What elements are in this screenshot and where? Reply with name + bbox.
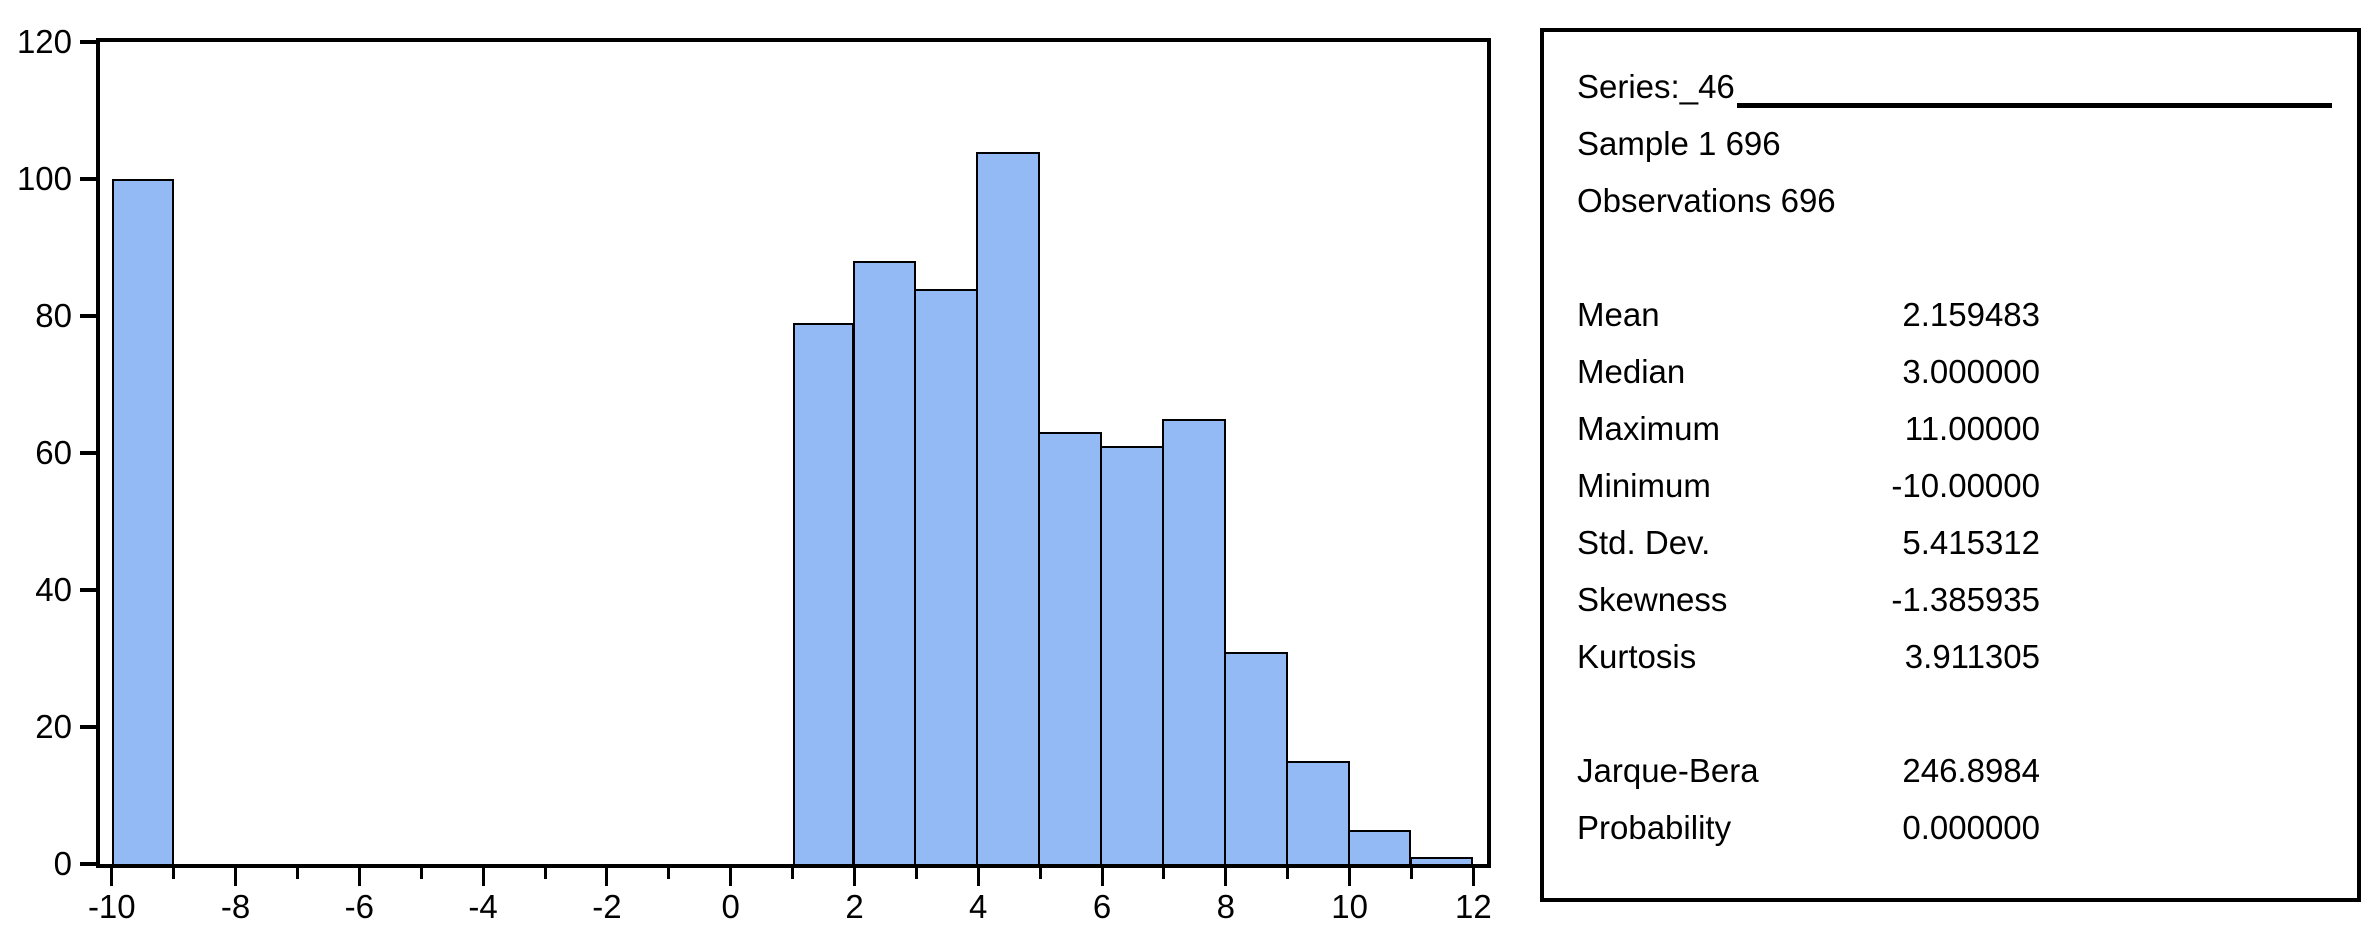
stat-row-probability: Probability 0.000000 [1577,799,2040,856]
y-tick [80,314,96,318]
stat-row-maximum: Maximum 11.00000 [1577,400,2040,457]
x-major-tick [1100,868,1104,886]
x-minor-tick [914,868,918,879]
histogram-bar [1285,761,1350,865]
y-tick [80,725,96,729]
y-tick [80,40,96,44]
x-tick-label: 6 [1092,888,1112,925]
x-tick-label: 0 [721,888,740,925]
y-tick-label: 60 [35,434,72,471]
x-tick-label: 12 [1455,888,1492,925]
y-tick [80,588,96,592]
stat-value: 2.159483 [1902,295,2040,333]
x-major-tick [481,868,485,886]
x-major-tick [853,868,856,886]
histogram-bar [976,151,1041,864]
x-minor-tick [419,868,423,879]
histogram-bar [111,179,174,864]
stat-row-jarque-bera: Jarque-Bera 246.8984 [1577,742,2040,799]
stat-value: 5.415312 [1902,523,2040,561]
y-tick [80,177,96,181]
stat-label: Median [1577,352,1686,390]
stat-value: 0.000000 [1902,808,2040,846]
y-tick [80,451,96,455]
x-major-tick [1471,868,1475,886]
stat-value: 246.8984 [1902,751,2040,789]
y-tick-label: 20 [35,708,72,745]
stat-label: Minimum [1577,466,1711,504]
stat-row-kurtosis: Kurtosis 3.911305 [1577,628,2040,685]
x-major-tick [976,868,980,886]
x-tick-label: 2 [845,888,864,925]
y-tick-label: 80 [35,297,72,334]
x-tick-label: -2 [592,888,622,925]
stat-row-mean: Mean 2.159483 [1577,286,2040,343]
stat-label: Maximum [1577,409,1721,447]
stat-label: Jarque-Bera [1577,751,1759,789]
series-name: _46 [1679,67,1735,105]
stat-label: Kurtosis [1577,637,1697,675]
blank-line [1577,685,2332,742]
x-major-tick [110,868,114,886]
histogram-bar [1409,857,1474,864]
stat-row-std-dev: Std. Dev. 5.415312 [1577,514,2040,571]
histogram-bar [1161,418,1226,864]
x-tick-label: 4 [969,888,988,925]
x-tick-label: -4 [468,888,498,925]
x-minor-tick [1162,868,1166,879]
y-tick-label: 0 [53,845,72,882]
stats-panel: Series: _46 Sample 1 696 Observations 696… [1540,28,2361,902]
stat-row-minimum: Minimum -10.00000 [1577,457,2040,514]
blank-line [1577,229,2332,286]
histogram-bar [1223,651,1288,864]
x-major-tick [1224,868,1228,886]
x-minor-tick [791,868,795,879]
stat-value: -1.385935 [1891,580,2040,618]
histogram-bar [792,322,855,864]
x-major-tick [729,868,733,886]
y-tick-label: 40 [35,571,72,608]
plot-area [100,42,1487,865]
x-minor-tick [1038,868,1042,879]
x-minor-tick [172,868,176,879]
x-tick-label: -10 [87,888,136,925]
stat-value: 3.000000 [1902,352,2040,390]
x-minor-tick [1286,868,1290,879]
stat-label: Probability [1577,808,1732,846]
stat-label: Skewness [1577,580,1728,618]
x-tick-label: 10 [1331,888,1368,925]
stat-value: -10.00000 [1891,466,2040,504]
stat-label: Mean [1577,295,1660,333]
histogram-bar [914,288,979,864]
x-tick-label: -8 [220,888,251,925]
series-label: Series: [1577,67,1680,105]
histogram-bar [1347,829,1412,865]
y-tick [80,862,96,866]
stat-row-skewness: Skewness -1.385935 [1577,571,2040,628]
stat-row-median: Median 3.000000 [1577,343,2040,400]
x-major-tick [357,868,361,886]
x-major-tick [1348,868,1352,886]
stat-label: Std. Dev. [1577,523,1711,561]
x-minor-tick [543,868,547,879]
series-line: Series: _46 [1577,58,2332,115]
histogram-bar [852,261,917,864]
y-tick-label: 120 [16,23,72,60]
histogram-bar [1038,432,1102,864]
x-major-tick [605,868,609,886]
sample-line: Sample 1 696 [1577,124,1781,162]
x-major-tick [234,868,237,886]
x-tick-label: -6 [344,888,374,925]
stat-value: 11.00000 [1904,409,2040,447]
x-tick-label: 8 [1216,888,1235,925]
histogram-bar [1100,446,1164,864]
x-minor-tick [295,868,299,879]
x-minor-tick [667,868,671,879]
observations-line: Observations 696 [1577,181,1836,219]
stat-value: 3.911305 [1904,637,2040,675]
series-underline [1736,103,2332,108]
y-tick-label: 100 [16,160,72,197]
x-minor-tick [1410,868,1413,879]
